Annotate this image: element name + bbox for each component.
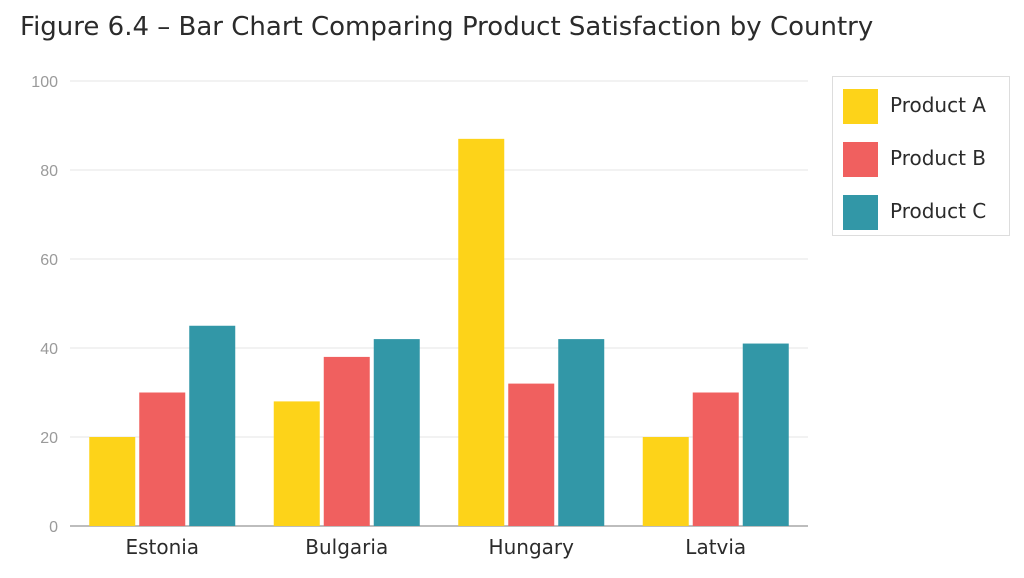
bar-bulgaria-product-a [273,401,320,526]
bar-bulgaria-product-c [373,339,420,526]
y-tick-label: 0 [49,519,58,536]
x-category-label: Bulgaria [305,535,388,559]
bar-latvia-product-c [742,343,789,526]
legend-label-product-a: Product A [890,93,986,117]
y-tick-label: 80 [40,163,58,180]
bar-estonia-product-c [189,325,236,526]
bar-latvia-product-b [692,392,739,526]
bar-bulgaria-product-b [323,356,370,526]
y-tick-label: 60 [40,252,58,269]
legend-label-product-c: Product C [890,199,987,223]
bar-hungary-product-a [458,138,505,526]
bar-estonia-product-b [139,392,186,526]
y-tick-label: 40 [40,341,58,358]
legend: Product A Product B Product C [832,76,1010,236]
legend-swatch-product-b [843,142,878,177]
chart-title: Figure 6.4 – Bar Chart Comparing Product… [20,12,874,42]
x-category-label: Latvia [685,535,746,559]
bar-latvia-product-a [642,437,689,526]
legend-swatch-product-c [843,195,878,230]
x-category-label: Hungary [489,535,575,559]
bar-hungary-product-b [508,383,555,526]
bar-estonia-product-a [89,437,136,526]
legend-label-product-b: Product B [890,146,987,170]
bar-hungary-product-c [558,339,605,526]
y-tick-label: 20 [40,430,58,447]
x-category-label: Estonia [125,535,199,559]
y-tick-label: 100 [31,74,58,91]
legend-swatch-product-a [843,89,878,124]
